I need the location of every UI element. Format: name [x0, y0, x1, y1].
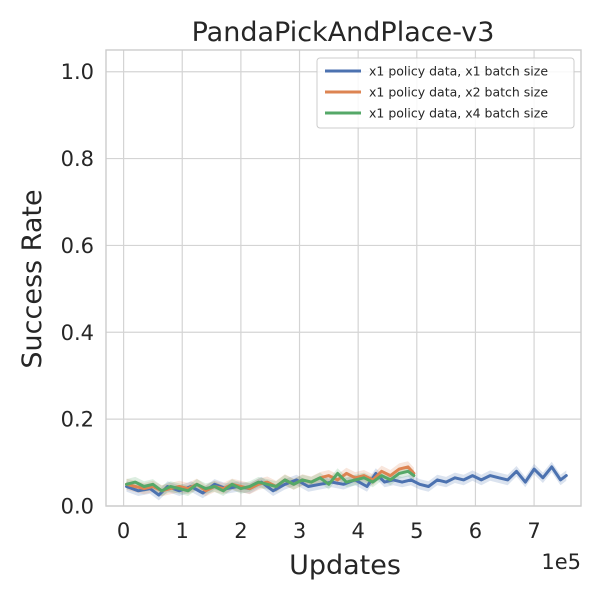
series-3-band [126, 466, 414, 496]
legend-box [316, 57, 575, 129]
line-layer [125, 465, 568, 497]
y-tick-label: 1.0 [61, 60, 94, 84]
series-3-line [125, 469, 416, 493]
x-tick-label: 5 [410, 519, 423, 543]
x-tick-labels: 0 1 2 3 4 5 6 7 [117, 519, 541, 543]
series-2-band [126, 461, 414, 497]
x-axis-label: Updates [289, 550, 401, 581]
x-tick-label: 2 [234, 519, 247, 543]
y-tick-labels: 0.0 0.2 0.4 0.6 0.8 1.0 [61, 60, 94, 518]
chart-title: PandaPickAndPlace-v3 [192, 17, 495, 48]
y-tick-label: 0.2 [61, 408, 94, 432]
legend-label-2: x1 policy data, x2 batch size [369, 85, 548, 100]
y-tick-label: 0.6 [61, 234, 94, 258]
y-axis-label: Success Rate [17, 189, 48, 368]
x-tick-label: 4 [351, 519, 364, 543]
x-offset-text: 1e5 [541, 550, 581, 574]
x-tick-label: 7 [527, 519, 540, 543]
x-tick-label: 0 [117, 519, 130, 543]
legend-label-1: x1 policy data, x1 batch size [369, 64, 548, 79]
legend: x1 policy data, x1 batch size x1 policy d… [316, 57, 575, 129]
x-tick-label: 1 [176, 519, 189, 543]
y-tick-label: 0.8 [61, 147, 94, 171]
y-tick-label: 0.0 [61, 495, 94, 519]
plot-frame [105, 49, 582, 507]
x-tick-label: 6 [469, 519, 482, 543]
x-tick-label: 3 [293, 519, 306, 543]
y-tick-label: 0.4 [61, 321, 94, 345]
legend-label-3: x1 policy data, x4 batch size [369, 106, 548, 121]
